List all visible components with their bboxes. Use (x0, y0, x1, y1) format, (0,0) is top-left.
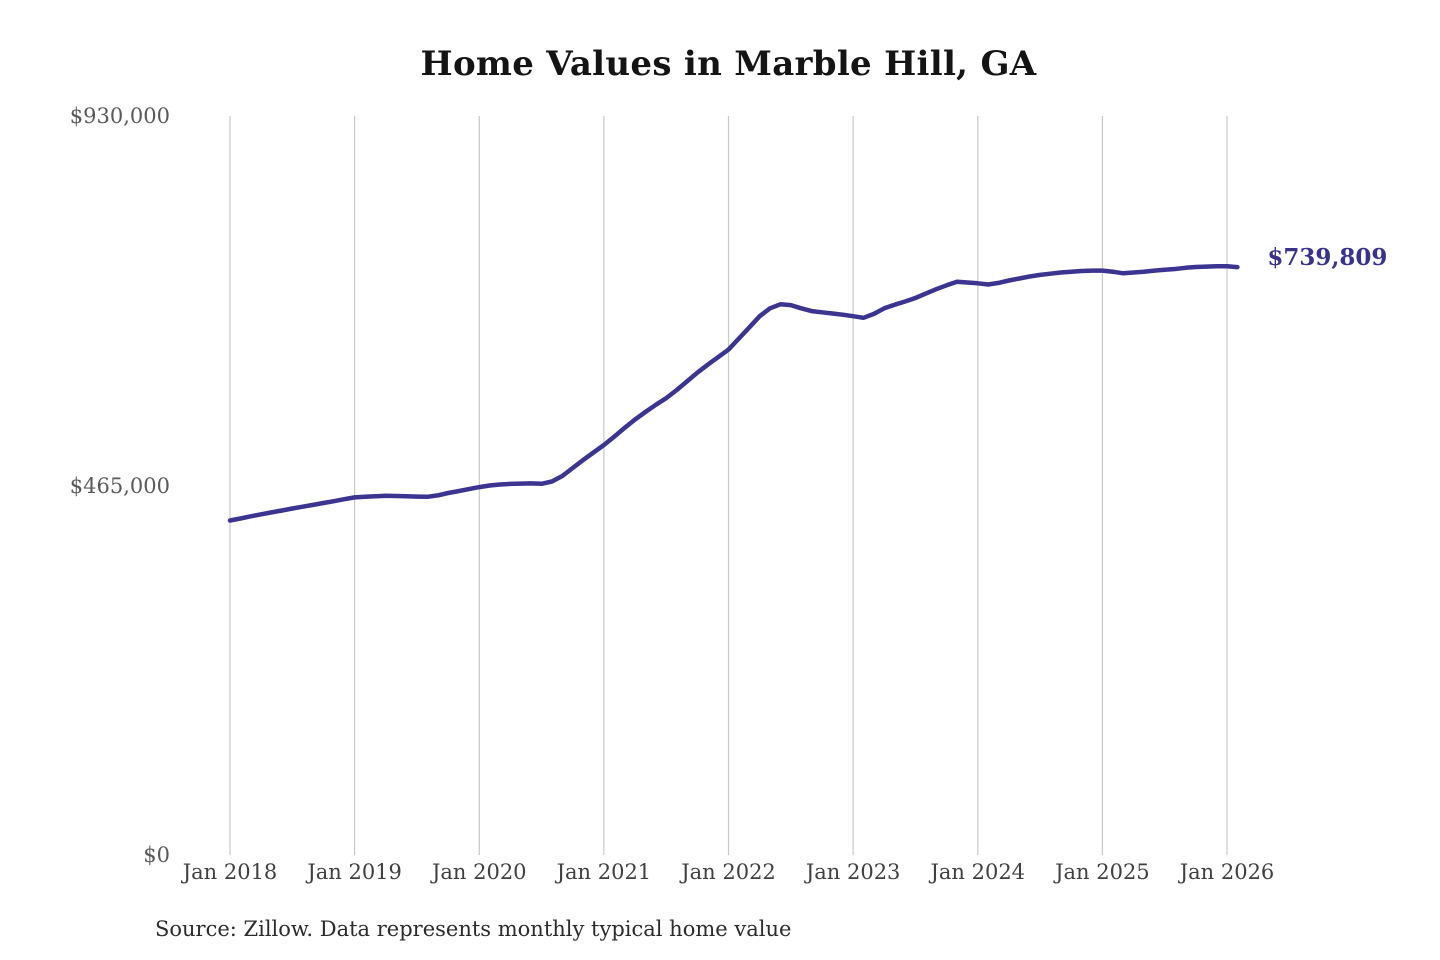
x-tick-label: Jan 2019 (307, 860, 402, 884)
source-note: Source: Zillow. Data represents monthly … (155, 917, 792, 941)
y-tick-label: $0 (143, 843, 170, 867)
x-tick-label: Jan 2021 (556, 860, 652, 884)
latest-value-label: $739,809 (1267, 244, 1388, 272)
y-tick-label: $930,000 (69, 104, 170, 128)
x-tick-label: Jan 2020 (431, 860, 527, 884)
y-tick-label: $465,000 (69, 473, 170, 498)
chart-title: Home Values in Marble Hill, GA (420, 44, 1037, 84)
x-tick-label: Jan 2025 (1055, 860, 1150, 884)
x-tick-label: Jan 2018 (182, 860, 278, 884)
home-value-series-line (227, 263, 1240, 523)
x-tick-label: Jan 2024 (930, 860, 1026, 884)
x-tick-label: Jan 2023 (805, 860, 901, 884)
x-tick-label: Jan 2026 (1179, 860, 1275, 884)
x-tick-label: Jan 2022 (681, 860, 776, 884)
